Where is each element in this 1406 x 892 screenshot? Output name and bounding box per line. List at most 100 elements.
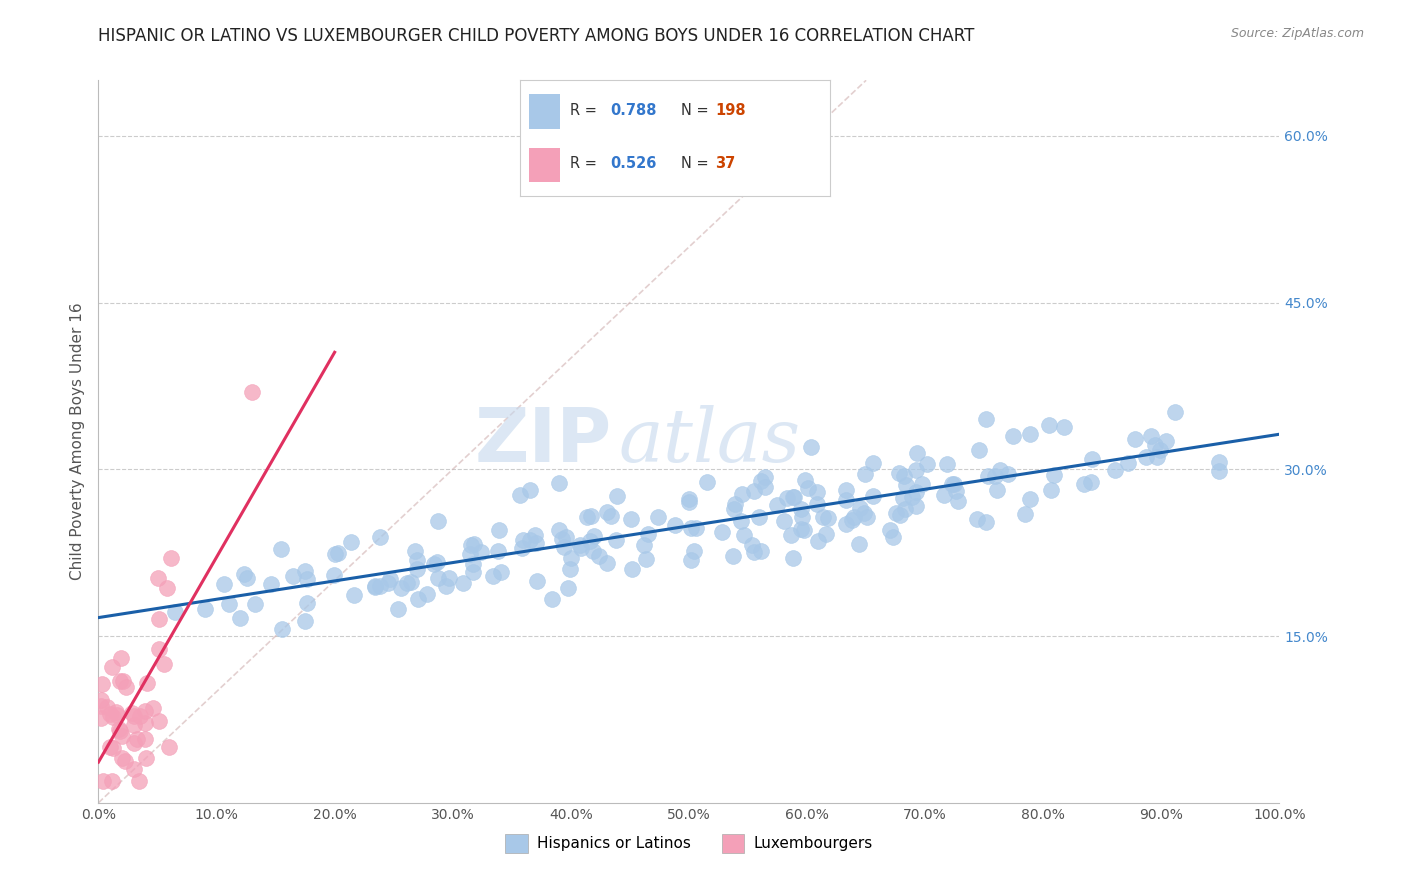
- Point: [724, 497, 747, 511]
- Point: [856, 510, 879, 524]
- Point: [240, 384, 263, 399]
- Point: [942, 476, 965, 491]
- Point: [519, 533, 541, 548]
- Point: [434, 579, 457, 593]
- Point: [1081, 451, 1104, 466]
- Point: [797, 481, 820, 495]
- Point: [1163, 405, 1185, 419]
- Point: [966, 512, 988, 526]
- Point: [1116, 456, 1139, 470]
- Point: [148, 714, 170, 728]
- Point: [782, 490, 804, 504]
- Point: [790, 501, 813, 516]
- Point: [790, 522, 813, 536]
- Point: [122, 718, 145, 732]
- Point: [555, 530, 578, 544]
- Point: [766, 498, 789, 512]
- Point: [742, 545, 765, 559]
- Point: [1001, 429, 1024, 443]
- Point: [967, 443, 990, 458]
- Point: [977, 469, 1000, 483]
- Point: [90, 693, 112, 707]
- Point: [108, 723, 131, 737]
- Point: [596, 556, 619, 570]
- Text: HISPANIC OR LATINO VS LUXEMBOURGER CHILD POVERTY AMONG BOYS UNDER 16 CORRELATION: HISPANIC OR LATINO VS LUXEMBOURGER CHILD…: [98, 27, 974, 45]
- Point: [122, 763, 145, 777]
- Point: [423, 558, 446, 572]
- Point: [811, 510, 834, 524]
- Point: [891, 491, 914, 506]
- Point: [260, 576, 283, 591]
- Point: [121, 706, 143, 720]
- Point: [664, 517, 686, 532]
- Point: [105, 708, 128, 723]
- Point: [270, 622, 292, 636]
- Text: ZIP: ZIP: [475, 405, 612, 478]
- Point: [742, 484, 765, 499]
- Point: [893, 468, 915, 483]
- Point: [343, 588, 366, 602]
- Point: [295, 596, 318, 610]
- Bar: [530, 147, 561, 182]
- Point: [101, 659, 124, 673]
- Point: [1042, 467, 1064, 482]
- Point: [997, 467, 1019, 482]
- Point: [1154, 434, 1177, 448]
- Point: [322, 568, 344, 582]
- Point: [378, 572, 401, 586]
- Point: [108, 723, 131, 738]
- Point: [426, 514, 449, 528]
- Point: [134, 704, 156, 718]
- Point: [569, 541, 592, 555]
- Point: [749, 543, 772, 558]
- Point: [807, 533, 830, 548]
- Point: [783, 490, 806, 504]
- Point: [782, 551, 804, 566]
- Point: [884, 506, 907, 520]
- Point: [524, 536, 547, 550]
- Point: [620, 562, 643, 576]
- Point: [678, 494, 700, 508]
- Point: [889, 508, 911, 522]
- Text: 0.788: 0.788: [610, 103, 657, 118]
- Point: [1123, 433, 1146, 447]
- Point: [134, 715, 156, 730]
- Point: [406, 561, 429, 575]
- Text: N =: N =: [681, 103, 713, 118]
- Text: N =: N =: [681, 156, 713, 171]
- Point: [685, 521, 707, 535]
- Point: [526, 574, 548, 588]
- Point: [148, 641, 170, 656]
- Point: [915, 457, 938, 471]
- Point: [128, 709, 150, 723]
- Point: [779, 528, 801, 542]
- Point: [470, 545, 492, 559]
- Point: [551, 533, 574, 547]
- Point: [817, 510, 839, 524]
- Text: 198: 198: [716, 103, 745, 118]
- Point: [754, 480, 776, 494]
- Point: [583, 529, 606, 543]
- Point: [853, 467, 876, 481]
- Point: [461, 557, 484, 571]
- Point: [547, 476, 569, 491]
- Point: [1073, 477, 1095, 491]
- Point: [730, 514, 752, 528]
- Point: [862, 456, 884, 470]
- Point: [153, 657, 176, 671]
- Point: [1135, 450, 1157, 464]
- Point: [800, 440, 823, 454]
- Point: [835, 516, 858, 531]
- Point: [98, 740, 121, 755]
- Point: [283, 569, 305, 583]
- Point: [323, 547, 346, 561]
- Point: [941, 476, 963, 491]
- Point: [905, 446, 928, 460]
- Point: [905, 463, 928, 477]
- Point: [368, 530, 391, 544]
- Point: [111, 729, 134, 743]
- Point: [1040, 483, 1063, 498]
- Point: [389, 581, 412, 595]
- Point: [901, 491, 924, 505]
- Point: [582, 543, 605, 558]
